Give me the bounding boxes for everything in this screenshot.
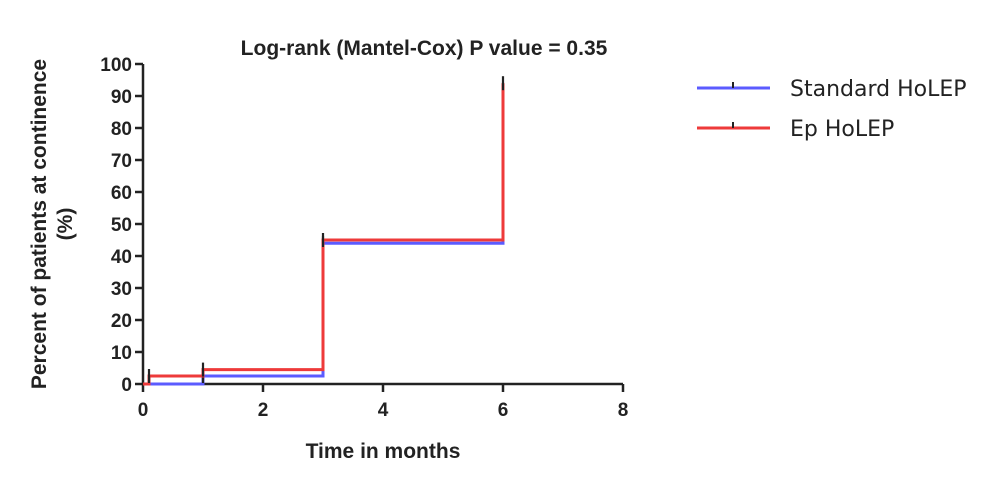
legend-label-2: Ep HoLEP <box>790 117 894 142</box>
y-tick-label: 70 <box>111 151 132 172</box>
legend: Standard HoLEP Ep HoLEP <box>697 77 967 142</box>
legend-label-1: Standard HoLEP <box>790 77 967 102</box>
y-tick-label: 60 <box>111 183 132 204</box>
y-axis-label-line2: (%) <box>54 208 77 241</box>
x-tick-label: 4 <box>378 400 389 421</box>
x-tick-label: 6 <box>498 400 509 421</box>
y-tick-label: 50 <box>111 215 132 236</box>
y-tick-label: 20 <box>111 311 132 332</box>
series-line-1 <box>143 89 505 386</box>
y-tick-label: 0 <box>121 375 132 396</box>
y-tick-label: 100 <box>100 55 132 76</box>
x-tick-label: 8 <box>618 400 629 421</box>
y-tick-label: 10 <box>111 343 132 364</box>
y-axis-label-group: Percent of patients at continence (%) <box>28 59 77 389</box>
y-tick-label: 80 <box>111 119 132 140</box>
x-tick-label: 0 <box>138 400 149 421</box>
x-axis-label: Time in months <box>306 440 461 463</box>
x-tick-label: 2 <box>258 400 269 421</box>
y-tick-label: 90 <box>111 87 132 108</box>
series-layer <box>143 76 505 386</box>
y-axis-label-line1: Percent of patients at continence <box>28 59 51 389</box>
y-tick-label: 40 <box>111 247 132 268</box>
axes: 0 10 20 30 40 50 60 70 80 90 100 0 2 4 6 8 <box>100 55 628 421</box>
y-tick-label: 30 <box>111 279 132 300</box>
chart-title: Log-rank (Mantel-Cox) P value = 0.35 <box>241 37 608 60</box>
